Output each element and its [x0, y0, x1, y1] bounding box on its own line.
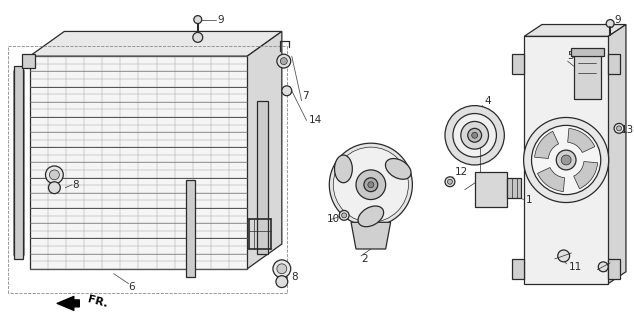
Polygon shape: [608, 54, 620, 74]
Circle shape: [342, 213, 347, 218]
Circle shape: [49, 170, 60, 180]
Circle shape: [48, 182, 60, 194]
Circle shape: [531, 125, 601, 195]
Circle shape: [461, 121, 489, 149]
Circle shape: [368, 182, 374, 188]
Text: 6: 6: [129, 282, 135, 292]
Ellipse shape: [335, 155, 353, 183]
Text: 14: 14: [309, 116, 322, 125]
Polygon shape: [186, 180, 195, 277]
Polygon shape: [524, 25, 626, 36]
Text: 7: 7: [302, 91, 308, 101]
Ellipse shape: [358, 206, 384, 227]
Text: 10: 10: [327, 214, 339, 224]
Circle shape: [339, 211, 349, 220]
Wedge shape: [574, 162, 598, 189]
Polygon shape: [22, 54, 35, 68]
Circle shape: [280, 58, 287, 65]
Text: FR.: FR.: [86, 294, 108, 309]
Polygon shape: [608, 259, 620, 279]
Polygon shape: [571, 48, 604, 56]
Polygon shape: [351, 222, 391, 249]
Circle shape: [558, 250, 569, 262]
Circle shape: [614, 124, 624, 133]
Polygon shape: [512, 54, 524, 74]
FancyArrowPatch shape: [57, 296, 79, 310]
Text: 4: 4: [484, 96, 491, 106]
Circle shape: [453, 114, 496, 157]
Circle shape: [598, 262, 608, 272]
Polygon shape: [475, 172, 507, 207]
Text: 8: 8: [72, 180, 79, 190]
Circle shape: [524, 117, 609, 203]
Circle shape: [276, 276, 288, 288]
Circle shape: [329, 143, 412, 226]
Polygon shape: [14, 66, 23, 259]
Text: 1: 1: [526, 195, 533, 204]
Circle shape: [194, 16, 202, 24]
Wedge shape: [534, 131, 559, 158]
Circle shape: [472, 132, 477, 138]
Circle shape: [46, 166, 63, 184]
Circle shape: [364, 178, 378, 192]
Polygon shape: [30, 31, 282, 56]
Text: 9: 9: [614, 15, 621, 25]
Circle shape: [277, 54, 291, 68]
Circle shape: [193, 32, 203, 42]
Wedge shape: [538, 168, 565, 192]
Circle shape: [617, 126, 621, 131]
Circle shape: [606, 20, 614, 28]
Polygon shape: [524, 36, 608, 284]
Polygon shape: [608, 25, 626, 284]
Polygon shape: [30, 56, 247, 269]
Text: 12: 12: [455, 167, 468, 177]
Polygon shape: [512, 259, 524, 279]
Circle shape: [556, 150, 576, 170]
Polygon shape: [257, 101, 268, 254]
Circle shape: [356, 170, 385, 200]
Circle shape: [445, 177, 455, 187]
Text: 8: 8: [292, 272, 299, 282]
Circle shape: [561, 155, 571, 165]
Text: 13: 13: [621, 125, 634, 135]
Text: 3: 3: [607, 269, 614, 279]
Wedge shape: [567, 128, 595, 152]
Circle shape: [273, 260, 291, 278]
Text: 2: 2: [361, 254, 368, 264]
Circle shape: [277, 264, 287, 274]
Text: 9: 9: [217, 15, 224, 25]
Circle shape: [333, 147, 408, 222]
Text: 5: 5: [567, 51, 574, 61]
Polygon shape: [507, 178, 521, 197]
Text: 11: 11: [569, 262, 582, 272]
Circle shape: [445, 106, 504, 165]
Polygon shape: [574, 51, 601, 99]
Ellipse shape: [385, 158, 411, 179]
Circle shape: [448, 179, 453, 184]
Polygon shape: [247, 31, 282, 269]
Circle shape: [468, 128, 482, 142]
Circle shape: [282, 86, 292, 96]
